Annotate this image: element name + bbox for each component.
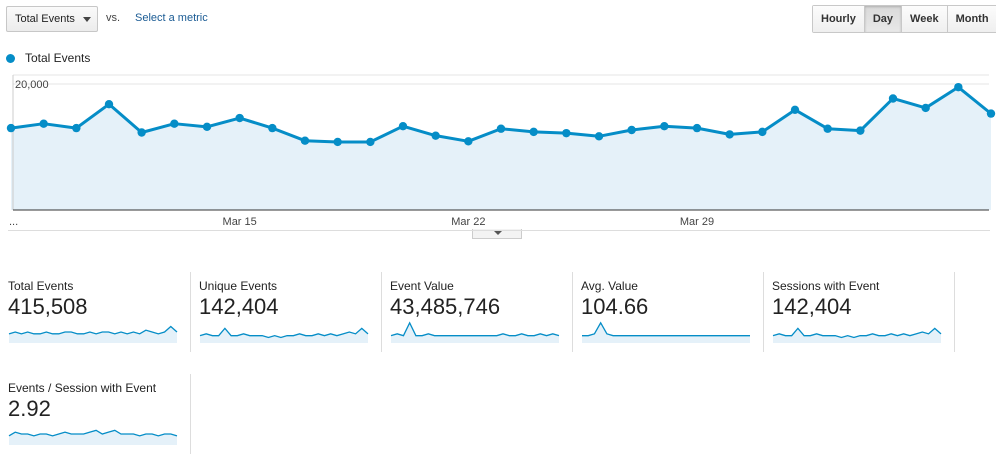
scorecard-avg-value[interactable]: Avg. Value 104.66 (581, 272, 764, 352)
data-point (529, 127, 538, 137)
scorecard-total-events[interactable]: Total Events 415,508 (8, 272, 191, 352)
data-point (39, 119, 48, 128)
y-tick-label: 20,000 (15, 79, 49, 91)
x-tick-label: Mar 22 (451, 216, 485, 228)
chevron-down-icon (83, 17, 91, 22)
sparkline (772, 327, 942, 343)
month-button[interactable]: Month (947, 6, 996, 32)
scorecard-label: Unique Events (199, 279, 278, 293)
sparkline-area (9, 326, 177, 343)
day-button[interactable]: Day (864, 6, 903, 32)
scorecard-label: Avg. Value (581, 279, 638, 293)
data-point (431, 131, 440, 140)
scorecard-event-value[interactable]: Event Value 43,485,746 (390, 272, 573, 352)
data-point (888, 94, 898, 103)
scorecard-value: 142,404 (772, 294, 852, 319)
data-point (398, 122, 408, 131)
data-point (235, 113, 244, 123)
scorecard-value: 415,508 (8, 294, 88, 319)
scorecard-value: 43,485,746 (390, 294, 501, 319)
data-point (268, 123, 277, 133)
data-point (6, 123, 16, 133)
data-point (692, 123, 702, 133)
data-point (104, 99, 114, 109)
scorecard-sessions-with-event[interactable]: Sessions with Event 142,404 (772, 272, 955, 352)
data-point (856, 126, 865, 135)
data-point (954, 82, 963, 92)
sparkline-line (772, 327, 942, 339)
data-point (823, 124, 832, 133)
data-point (660, 122, 669, 131)
vs-label: vs. (106, 12, 121, 24)
sparkline-area (773, 328, 941, 343)
series-area (11, 87, 991, 210)
data-point (986, 109, 996, 118)
x-tick-label: Mar 29 (680, 216, 714, 228)
scorecard-label: Event Value (390, 279, 454, 293)
hourly-button[interactable]: Hourly (813, 6, 865, 32)
sparkline (582, 321, 750, 343)
data-point (464, 137, 473, 146)
sparkline (199, 327, 369, 343)
sparkline-area (391, 322, 559, 343)
sparkline-line (199, 327, 369, 339)
x-tick-label: Mar 15 (223, 216, 257, 228)
scorecard-label: Sessions with Event (772, 279, 880, 293)
scorecard-value: 104.66 (581, 294, 649, 319)
sparkline (390, 321, 560, 343)
legend-series-name: Total Events (25, 51, 91, 65)
sparkline-line (8, 429, 178, 437)
select-metric-link[interactable]: Select a metric (135, 12, 208, 24)
collapse-chart-handle[interactable] (472, 229, 522, 239)
data-point (594, 132, 604, 141)
sparkline-area (9, 430, 177, 445)
sparkline-line (582, 321, 750, 337)
sparkline (8, 325, 178, 343)
metric-dropdown-label: Total Events (15, 13, 75, 25)
data-point (562, 128, 571, 138)
data-point (921, 103, 930, 113)
data-point (137, 128, 146, 137)
chart-legend: Total Events (6, 51, 90, 65)
chart-divider (8, 230, 990, 231)
x-tick-label: ... (9, 216, 18, 228)
scorecard-value: 142,404 (199, 294, 279, 319)
scorecard-label: Total Events (8, 279, 74, 293)
chart-toolbar: Total Events vs. Select a metric Hourly … (0, 0, 996, 40)
data-point (366, 137, 375, 147)
data-point (72, 123, 81, 133)
sparkline (8, 429, 178, 445)
scorecard-events-per-session[interactable]: Events / Session with Event 2.92 (8, 374, 191, 454)
series-dot-icon (6, 53, 15, 63)
data-point (790, 105, 800, 115)
data-point (758, 127, 767, 137)
data-point (333, 137, 342, 147)
data-point (496, 124, 506, 133)
granularity-toggle: Hourly Day Week Month (812, 5, 996, 33)
data-point (202, 122, 212, 132)
sparkline-line (390, 321, 560, 337)
data-point (627, 125, 636, 135)
week-button[interactable]: Week (902, 6, 948, 32)
sparkline-area (582, 322, 750, 343)
scorecard-value: 2.92 (8, 396, 51, 421)
data-point (725, 130, 734, 139)
sparkline-area (200, 328, 368, 343)
scorecard-unique-events[interactable]: Unique Events 142,404 (199, 272, 382, 352)
caret-down-icon (494, 231, 502, 235)
data-point (300, 136, 310, 145)
metric-dropdown[interactable]: Total Events (6, 6, 98, 32)
data-point (170, 119, 179, 128)
scorecard-label: Events / Session with Event (8, 381, 157, 395)
sparkline-line (8, 325, 178, 335)
